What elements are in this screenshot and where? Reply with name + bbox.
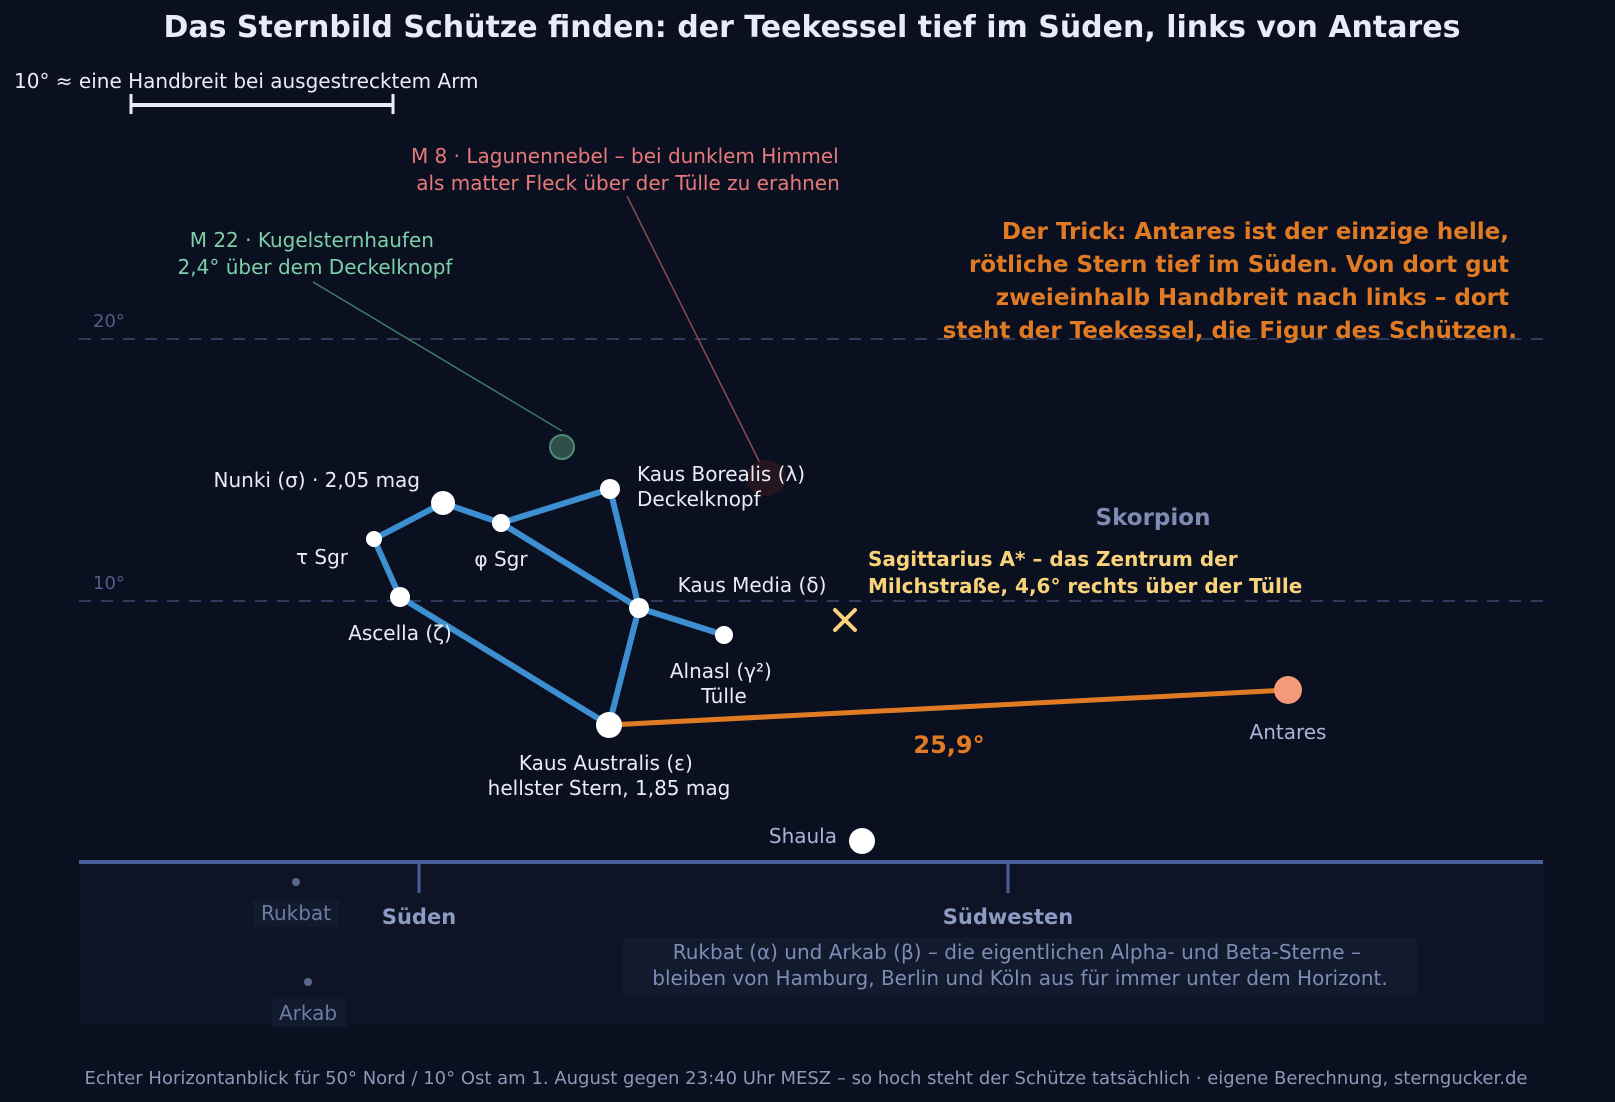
label-phi-sgr: φ Sgr <box>474 547 528 571</box>
scale-bar-label: 10° ≈ eine Handbreit bei ausgestrecktem … <box>14 69 479 93</box>
below-horizon-note: Rukbat (α) und Arkab (β) – die eigentlic… <box>652 940 1387 990</box>
rukbat-label-bg <box>253 899 339 927</box>
star-alnasl <box>715 626 733 644</box>
label-kaus-australis: Kaus Australis (ε) hellster Stern, 1,85 … <box>488 751 731 800</box>
m22-cluster <box>549 434 575 460</box>
star-kaus-australis <box>596 712 622 738</box>
star-kaus-borealis <box>600 479 620 499</box>
star-kaus-media <box>629 598 649 618</box>
page-title: Das Sternbild Schütze finden: der Teekes… <box>163 10 1460 45</box>
label-kaus-borealis: Kaus Borealis (λ) Deckelknopf <box>637 462 811 511</box>
sgr-a-marker <box>833 608 857 632</box>
label-shaula: Shaula <box>769 824 837 848</box>
star-tau-sgr <box>366 531 382 547</box>
label-kaus-media: Kaus Media (δ) <box>678 573 827 597</box>
m8-leader-line <box>626 195 761 464</box>
scale-bar <box>129 94 395 114</box>
label-alnasl: Alnasl (γ²) Tülle <box>670 659 778 708</box>
star-arkab <box>304 978 312 986</box>
altitude-label-10: 10° <box>93 573 125 594</box>
sgr-a-label: Sagittarius A* – das Zentrum der Milchst… <box>868 547 1302 598</box>
constellation-lines <box>371 486 727 728</box>
altitude-label-20: 20° <box>93 311 125 332</box>
star-shaula <box>849 828 875 854</box>
label-rukbat: Rukbat <box>261 901 331 925</box>
footer-note: Echter Horizontanblick für 50° Nord / 10… <box>85 1068 1528 1089</box>
scorpius-label: Skorpion <box>1096 505 1211 531</box>
star-ascella <box>390 587 410 607</box>
m8-label: M 8 · Lagunennebel – bei dunklem Himmel … <box>411 144 845 195</box>
m8-nebula <box>746 460 786 496</box>
label-tau-sgr: τ Sgr <box>296 545 349 569</box>
star-phi-sgr <box>492 514 510 532</box>
m22-label: M 22 · Kugelsternhaufen 2,4° über dem De… <box>178 228 454 279</box>
direction-southwest: Südwesten <box>943 905 1073 929</box>
antares-line <box>608 687 1289 728</box>
arkab-label-bg <box>272 999 346 1027</box>
direction-south: Süden <box>382 905 456 929</box>
star-rukbat <box>292 878 300 886</box>
distance-label: 25,9° <box>913 731 984 759</box>
label-arkab: Arkab <box>279 1001 337 1025</box>
below-horizon-note-bg <box>623 938 1417 996</box>
trick-text: Der Trick: Antares ist der einzige helle… <box>943 219 1517 344</box>
label-antares: Antares <box>1250 720 1327 744</box>
label-ascella: Ascella (ζ) <box>348 621 452 645</box>
m22-leader-line <box>312 281 563 432</box>
star-antares <box>1274 676 1302 704</box>
star-nunki <box>431 491 455 515</box>
label-nunki: Nunki (σ) · 2,05 mag <box>214 468 420 492</box>
